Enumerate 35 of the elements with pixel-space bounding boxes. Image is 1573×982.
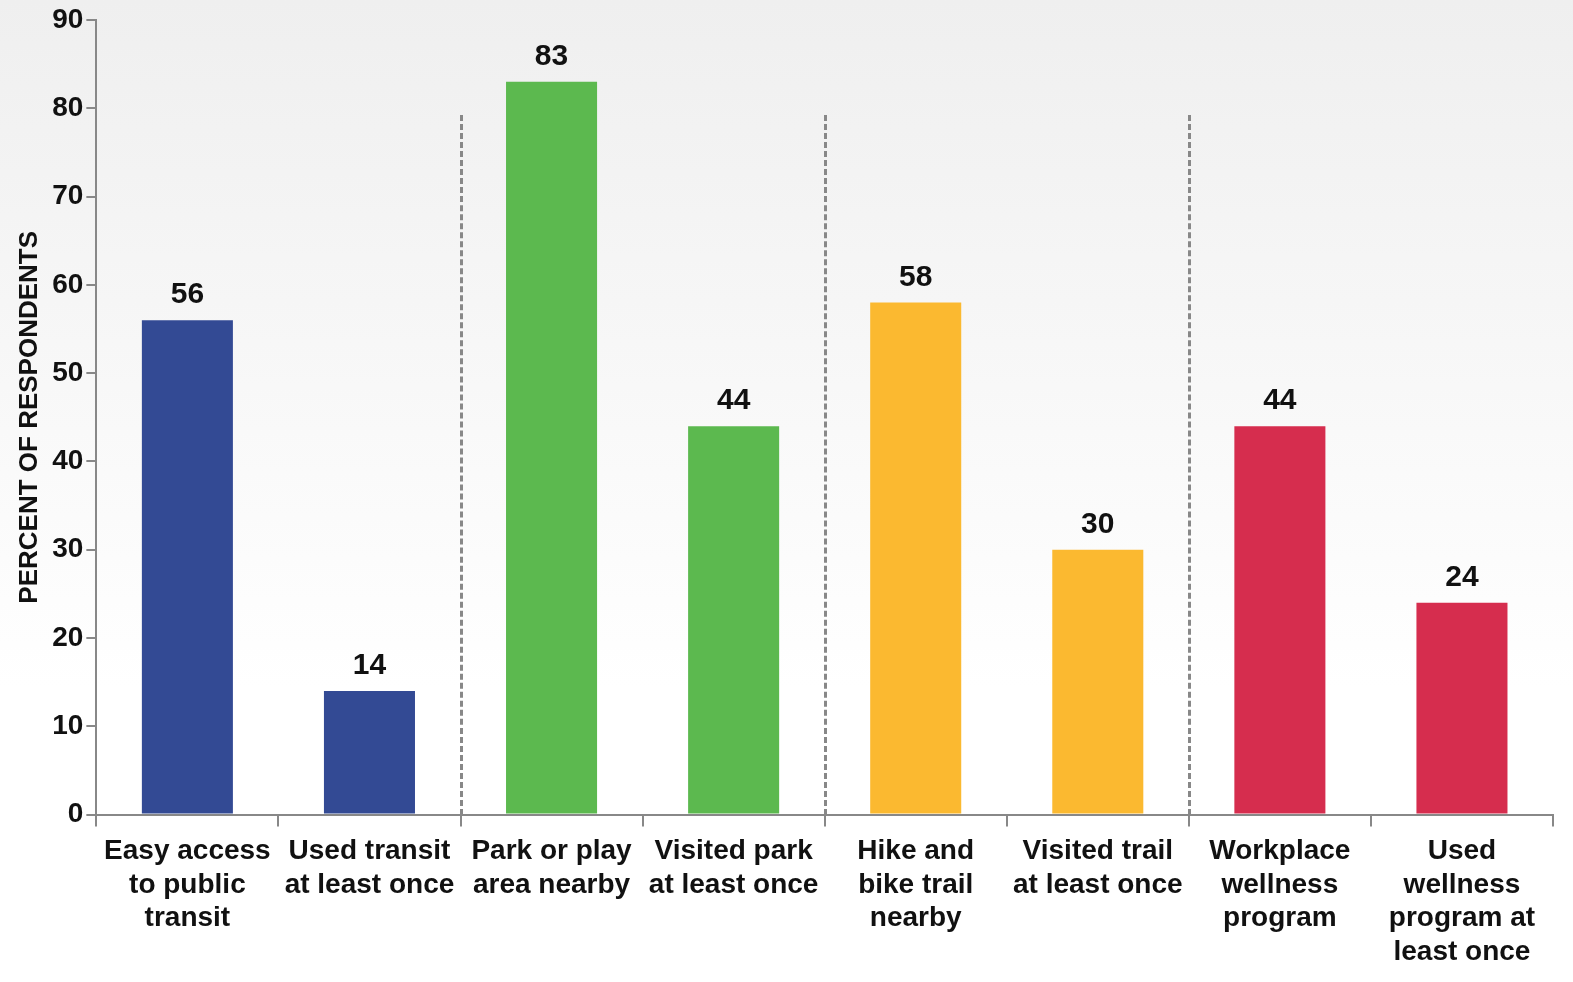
y-tick-label: 0 <box>67 797 84 829</box>
x-tick-label: Visited trail at least once <box>1012 834 1183 899</box>
bar <box>141 320 233 814</box>
y-tick-label: 90 <box>52 2 84 34</box>
y-axis-title: PERCENT OF RESPONDENTS <box>12 230 43 604</box>
data-label: 44 <box>716 382 751 416</box>
bar <box>1234 426 1326 814</box>
bar <box>1416 602 1508 814</box>
x-tick-label: Used wellness program at least once <box>1388 834 1536 966</box>
bar <box>1052 549 1144 814</box>
y-tick-label: 80 <box>52 91 84 123</box>
y-tick-label: 20 <box>52 620 84 652</box>
y-tick-label: 10 <box>52 709 84 741</box>
y-tick-label: 60 <box>52 267 84 299</box>
data-label: 83 <box>534 38 569 72</box>
x-tick-label: Park or play area nearby <box>471 834 633 899</box>
data-label: 24 <box>1445 558 1479 592</box>
y-tick-label: 40 <box>52 444 84 476</box>
data-label: 14 <box>352 647 387 681</box>
data-label: 44 <box>1263 382 1297 416</box>
bar <box>870 302 962 814</box>
x-tick-label: Used transit at least once <box>284 834 455 899</box>
y-tick-label: 30 <box>52 532 84 564</box>
x-tick-label: Visited park at least once <box>648 834 819 899</box>
data-label: 56 <box>170 276 205 310</box>
data-label: 58 <box>899 258 933 292</box>
y-tick-label: 50 <box>52 355 84 387</box>
bar <box>323 691 415 814</box>
data-label: 30 <box>1081 506 1115 539</box>
x-tick-label: Hike and bike trail nearby <box>857 834 975 933</box>
x-tick-label: Easy access to public transit <box>104 834 271 933</box>
x-tick-label: Workplace wellness program <box>1209 834 1351 933</box>
bar <box>688 426 780 814</box>
bar <box>506 81 598 814</box>
y-tick-label: 70 <box>52 179 84 211</box>
